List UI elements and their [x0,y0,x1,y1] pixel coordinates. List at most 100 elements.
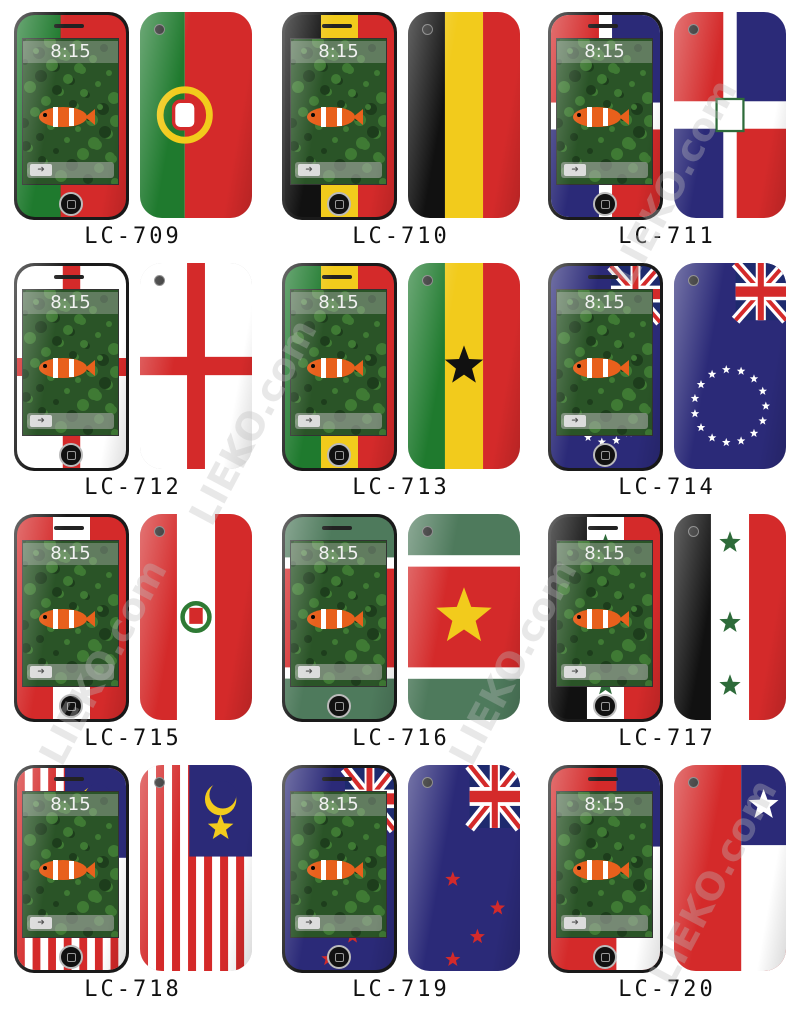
camera-icon [422,526,433,537]
unlock-slider: ➜ [295,413,382,429]
product-code: LC-711 [618,224,716,249]
speaker-icon [54,275,84,279]
lock-time: 8:15 [23,794,118,816]
lock-time: 8:15 [557,292,652,314]
product-code: LC-713 [352,475,450,500]
lock-screen: 8:15 ➜ [556,540,653,687]
phone-front: 8:15 ➜ [14,765,129,973]
lock-screen: 8:15 ➜ [290,540,387,687]
product-code: LC-715 [84,726,182,751]
camera-icon [688,777,699,788]
phone-back [408,12,520,218]
lock-screen: 8:15 ➜ [290,289,387,436]
unlock-slider: ➜ [27,915,114,931]
flag-skin [140,12,252,218]
phone-front: 8:15 ➜ [548,514,663,722]
camera-icon [154,526,165,537]
arrow-right-icon: ➜ [298,666,320,678]
phone-back [140,765,252,971]
speaker-icon [588,24,618,28]
clownfish-wallpaper [23,792,118,937]
lock-time: 8:15 [291,543,386,565]
product-cell: 8:15 ➜ LC-717 [534,502,800,757]
home-button-icon [59,694,83,718]
flag-skin [674,514,786,720]
product-cell: 8:15 ➜ LC-714 [534,251,800,506]
speaker-icon [54,526,84,530]
lock-time: 8:15 [557,543,652,565]
flag-skin [408,514,520,720]
speaker-icon [322,526,352,530]
camera-icon [154,275,165,286]
phone-front: 8:15 ➜ [282,514,397,722]
speaker-icon [588,275,618,279]
unlock-slider: ➜ [561,162,648,178]
phone-back [674,263,786,469]
product-code: LC-719 [352,977,450,1002]
phone-front: 8:15 ➜ [548,765,663,973]
product-cell: 8:15 ➜ LC-711 [534,0,800,255]
product-cell: 8:15 ➜ LC-715 [0,502,266,757]
flag-skin [408,263,520,469]
product-cell: 8:15 ➜ LC-712 [0,251,266,506]
arrow-right-icon: ➜ [564,917,586,929]
camera-icon [422,777,433,788]
product-cell: 8:15 ➜ LC-710 [268,0,534,255]
unlock-slider: ➜ [561,664,648,680]
product-code: LC-709 [84,224,182,249]
home-button-icon [59,443,83,467]
camera-icon [154,777,165,788]
phone-back [674,514,786,720]
phone-back [408,263,520,469]
product-code: LC-716 [352,726,450,751]
lock-time: 8:15 [557,41,652,63]
lock-screen: 8:15 ➜ [22,791,119,938]
arrow-right-icon: ➜ [564,415,586,427]
home-button-icon [593,192,617,216]
arrow-right-icon: ➜ [564,164,586,176]
flag-skin [408,12,520,218]
arrow-right-icon: ➜ [298,164,320,176]
product-cell: 8:15 ➜ LC-719 [268,753,534,1008]
product-code: LC-712 [84,475,182,500]
speaker-icon [322,24,352,28]
lock-time: 8:15 [291,794,386,816]
speaker-icon [588,777,618,781]
product-cell: 8:15 ➜ LC-720 [534,753,800,1008]
phone-front: 8:15 ➜ [14,263,129,471]
speaker-icon [322,275,352,279]
home-button-icon [59,192,83,216]
clownfish-wallpaper [291,792,386,937]
product-cell: 8:15 ➜ LC-716 [268,502,534,757]
home-button-icon [593,443,617,467]
clownfish-wallpaper [23,541,118,686]
phone-back [140,514,252,720]
phone-back [408,514,520,720]
phone-back [140,263,252,469]
lock-screen: 8:15 ➜ [22,540,119,687]
lock-screen: 8:15 ➜ [556,38,653,185]
phone-front: 8:15 ➜ [14,514,129,722]
unlock-slider: ➜ [295,915,382,931]
product-cell: 8:15 ➜ LC-718 [0,753,266,1008]
clownfish-wallpaper [291,290,386,435]
phone-front: 8:15 ➜ [548,12,663,220]
product-code: LC-718 [84,977,182,1002]
lock-screen: 8:15 ➜ [556,791,653,938]
home-button-icon [327,694,351,718]
flag-skin [408,765,520,971]
home-button-icon [593,945,617,969]
clownfish-wallpaper [291,39,386,184]
flag-skin [674,765,786,971]
lock-time: 8:15 [23,543,118,565]
flag-skin [140,514,252,720]
unlock-slider: ➜ [295,664,382,680]
clownfish-wallpaper [557,290,652,435]
unlock-slider: ➜ [27,413,114,429]
phone-front: 8:15 ➜ [548,263,663,471]
unlock-slider: ➜ [561,413,648,429]
flag-skin [140,263,252,469]
arrow-right-icon: ➜ [298,917,320,929]
product-code: LC-714 [618,475,716,500]
phone-front: 8:15 ➜ [282,263,397,471]
